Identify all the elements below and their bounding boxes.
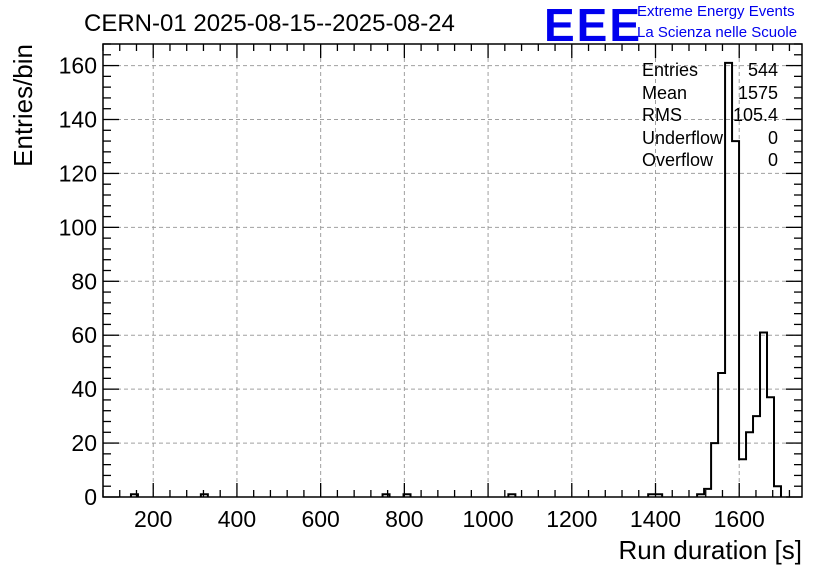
histogram-bin — [739, 459, 746, 497]
stat-label: Mean — [642, 82, 688, 103]
y-tick-label: 40 — [71, 376, 97, 402]
stat-row-overflow: Overflow 0 — [642, 150, 778, 173]
x-tick-label: 1600 — [714, 506, 765, 532]
x-tick-label: 600 — [301, 506, 339, 532]
histogram-bin — [732, 141, 739, 497]
stat-row-rms: RMS 105.4 — [642, 105, 778, 128]
x-tick-label: 400 — [218, 506, 256, 532]
stat-row-entries: Entries 544 — [642, 60, 778, 83]
histogram-bin — [760, 333, 767, 497]
chart-title: CERN-01 2025-08-15--2025-08-24 — [84, 10, 455, 37]
histogram-bin — [753, 416, 760, 497]
y-tick-label: 100 — [59, 214, 97, 240]
stat-value: 105.4 — [732, 105, 778, 125]
stats-box: Entries 544 Mean 1575 RMS 105.4 Underflo… — [642, 60, 778, 173]
histogram-bin — [746, 432, 753, 497]
y-tick-label: 20 — [71, 430, 97, 456]
stat-value: 1575 — [737, 82, 778, 103]
stat-label: Entries — [642, 60, 699, 80]
stat-value: 0 — [767, 150, 778, 170]
y-tick-label: 80 — [71, 268, 97, 294]
x-tick-label: 200 — [134, 506, 172, 532]
stat-row-underflow: Underflow 0 — [642, 128, 778, 151]
histogram-outline — [129, 61, 782, 497]
y-tick-label: 60 — [71, 322, 97, 348]
x-tick-label: 800 — [385, 506, 423, 532]
stat-value: 544 — [747, 60, 778, 80]
histogram-bin — [711, 443, 718, 497]
y-tick-label: 0 — [84, 484, 97, 510]
histogram-bin — [718, 373, 725, 497]
y-tick-label: 160 — [59, 53, 97, 79]
x-tick-label: 1400 — [630, 506, 681, 532]
y-axis-label: Entries/bin — [8, 44, 38, 167]
histogram-bin — [774, 486, 781, 497]
stat-label: Underflow — [642, 127, 724, 148]
stat-value: 0 — [767, 127, 778, 148]
histogram-bin — [767, 397, 774, 497]
x-tick-label: 1000 — [462, 506, 513, 532]
y-tick-label: 120 — [59, 160, 97, 186]
stat-row-mean: Mean 1575 — [642, 83, 778, 106]
logo-line-1: Extreme Energy Events — [637, 3, 795, 20]
y-tick-label: 140 — [59, 107, 97, 133]
x-tick-label: 1200 — [546, 506, 597, 532]
logo-line-2: La Scienza nelle Scuole — [637, 24, 798, 41]
stat-label: Overflow — [642, 150, 714, 170]
stat-label: RMS — [642, 105, 682, 125]
x-axis-label: Run duration [s] — [618, 535, 802, 565]
eee-logo-mark: EEE — [544, 0, 643, 51]
